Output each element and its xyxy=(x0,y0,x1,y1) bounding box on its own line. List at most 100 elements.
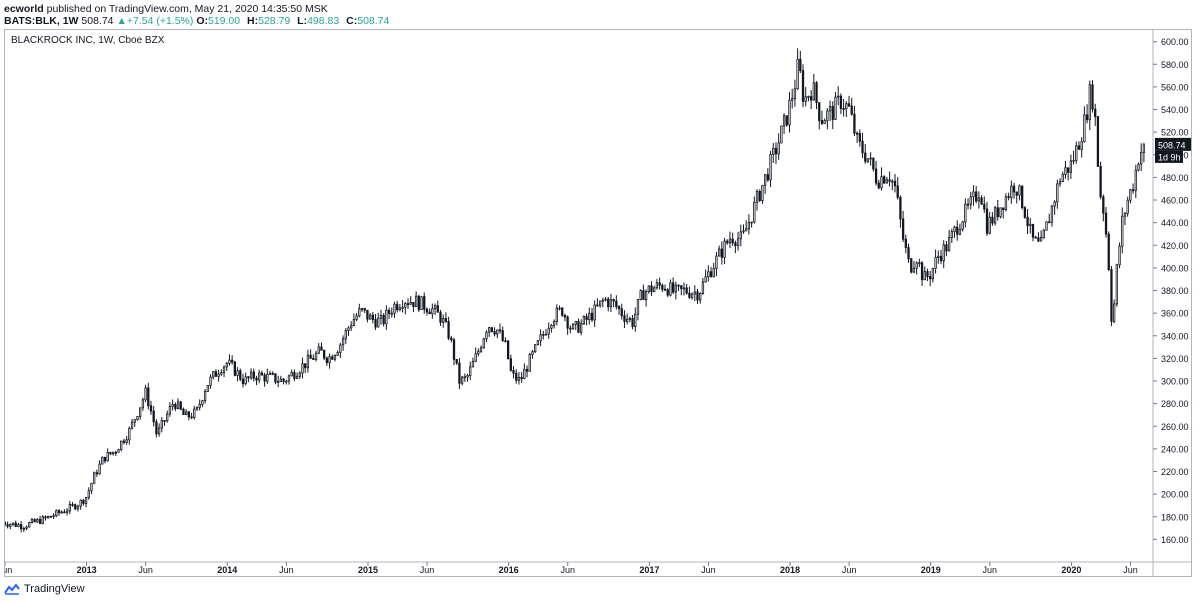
candle-body xyxy=(709,271,713,278)
candle-body xyxy=(179,401,182,410)
candle-body xyxy=(312,357,315,360)
candle-body xyxy=(350,325,353,329)
candle-body xyxy=(1018,185,1021,196)
candle-body xyxy=(552,321,556,326)
chart-frame[interactable]: 160.00 180.00 200.00 220.00 240.00 260.00 280.… xyxy=(4,29,1192,577)
candle-body xyxy=(723,240,726,258)
y-tick-label: 180.00 xyxy=(1161,512,1189,522)
candle-body xyxy=(831,106,834,120)
candle-body xyxy=(98,463,101,475)
candle-body xyxy=(742,230,745,233)
candle-body xyxy=(636,299,640,315)
candle-body xyxy=(996,207,999,218)
candle-body xyxy=(571,323,575,330)
candle-body xyxy=(850,105,853,115)
y-tick-label: 340.00 xyxy=(1161,331,1189,341)
candle-body xyxy=(322,349,326,359)
x-tick-label: 2014 xyxy=(217,565,237,575)
candle-body xyxy=(1104,212,1108,235)
candle-body xyxy=(988,216,991,234)
candle-body xyxy=(731,238,734,244)
candle-body xyxy=(650,285,653,293)
candle-body xyxy=(542,334,545,336)
candle-body xyxy=(980,197,983,205)
candle-body xyxy=(834,96,837,120)
candle-body xyxy=(79,499,82,507)
candle-body xyxy=(93,472,96,484)
candle-body xyxy=(869,157,872,160)
close-value: 508.74 xyxy=(357,15,390,27)
candle-body xyxy=(160,420,163,429)
candle-body xyxy=(488,327,491,333)
chart-legend: BLACKROCK INC, 1W, Cboe BZX xyxy=(11,35,165,46)
candle-body xyxy=(669,282,672,296)
candle-body xyxy=(136,416,139,421)
author-name[interactable]: ecworld xyxy=(4,3,44,15)
candle-body xyxy=(109,451,112,455)
candle-body xyxy=(701,281,705,294)
low-value: 498.83 xyxy=(307,15,340,27)
candle-body xyxy=(190,416,193,419)
candle-body xyxy=(1007,196,1010,198)
candle-body xyxy=(271,372,274,375)
candle-body xyxy=(842,108,845,110)
candle-body xyxy=(826,110,829,122)
candle-body xyxy=(753,201,756,223)
candle-body xyxy=(222,366,226,374)
candle-body xyxy=(1088,84,1091,121)
candle-body xyxy=(950,231,953,238)
footer: TradingView xyxy=(4,583,85,595)
candle-body xyxy=(141,399,145,409)
price-chart[interactable]: 160.00 180.00 200.00 220.00 240.00 260.00 280.… xyxy=(5,30,1191,576)
candle-body xyxy=(166,413,169,422)
candle-body xyxy=(363,308,366,311)
candle-body xyxy=(923,271,926,281)
candle-body xyxy=(277,381,280,383)
candle-body xyxy=(193,408,196,418)
candle-body xyxy=(14,522,17,527)
candle-body xyxy=(517,376,521,381)
candle-body xyxy=(501,330,504,342)
candle-body xyxy=(969,196,972,205)
candle-body xyxy=(1061,174,1064,182)
brand-label[interactable]: TradingView xyxy=(24,583,85,595)
candle-body xyxy=(506,340,510,360)
candle-body xyxy=(57,510,61,514)
candle-body xyxy=(55,510,58,517)
candle-body xyxy=(523,368,526,380)
candle-body xyxy=(609,299,613,308)
candle-body xyxy=(455,358,458,364)
candle-body xyxy=(125,439,128,443)
candle-body xyxy=(482,338,485,349)
candle-body xyxy=(615,300,618,307)
candle-body xyxy=(333,354,337,360)
candle-body xyxy=(658,282,661,286)
low-label: L: xyxy=(297,15,308,27)
y-tick-label: 540.00 xyxy=(1161,105,1189,115)
candle-body xyxy=(28,522,31,528)
candle-body xyxy=(758,190,761,202)
candle-body xyxy=(663,288,667,291)
candle-body xyxy=(130,421,134,429)
candle-body xyxy=(815,82,818,104)
candle-body xyxy=(385,309,388,325)
candle-body xyxy=(566,316,569,329)
candle-body xyxy=(617,306,621,310)
candle-body xyxy=(534,344,537,353)
candle-body xyxy=(818,102,821,121)
candle-body xyxy=(1142,144,1146,153)
candle-body xyxy=(590,312,594,321)
candle-body xyxy=(1094,108,1097,118)
candles-layer xyxy=(5,48,1146,533)
candle-body xyxy=(712,267,715,278)
candle-body xyxy=(685,287,688,294)
candle-body xyxy=(447,321,450,339)
candle-body xyxy=(585,316,588,320)
candle-body xyxy=(195,406,199,410)
x-tick-label: 2015 xyxy=(358,565,378,575)
candle-body xyxy=(861,140,864,154)
candle-body xyxy=(569,327,572,330)
tradingview-logo-icon xyxy=(4,583,20,595)
candle-body xyxy=(198,403,201,408)
candle-body xyxy=(241,378,245,385)
